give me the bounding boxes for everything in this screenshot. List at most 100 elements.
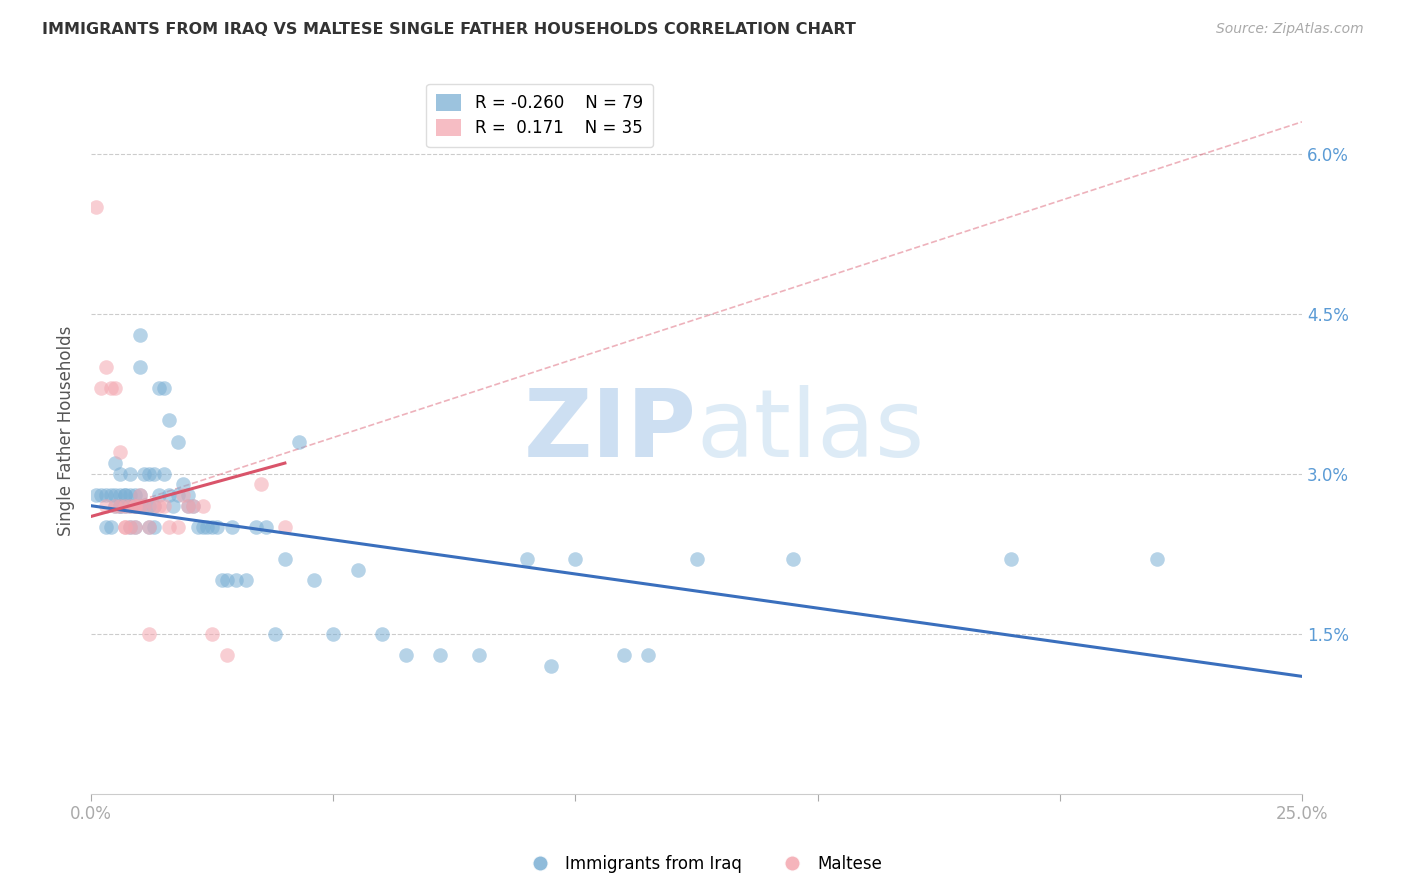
Point bbox=[128, 328, 150, 343]
Point bbox=[685, 552, 707, 566]
Point bbox=[134, 499, 156, 513]
Point bbox=[148, 381, 170, 395]
Point bbox=[104, 381, 127, 395]
Point bbox=[118, 467, 141, 481]
Point bbox=[1146, 552, 1168, 566]
Point bbox=[172, 488, 194, 502]
Point bbox=[134, 467, 156, 481]
Y-axis label: Single Father Households: Single Father Households bbox=[58, 326, 75, 536]
Point bbox=[235, 574, 257, 588]
Point bbox=[322, 626, 344, 640]
Point bbox=[215, 574, 238, 588]
Point bbox=[143, 499, 166, 513]
Point bbox=[138, 520, 160, 534]
Point bbox=[181, 499, 204, 513]
Point bbox=[124, 499, 146, 513]
Point bbox=[181, 499, 204, 513]
Point bbox=[124, 520, 146, 534]
Point bbox=[90, 381, 112, 395]
Point bbox=[124, 520, 146, 534]
Point bbox=[118, 499, 141, 513]
Point bbox=[94, 520, 117, 534]
Point bbox=[177, 499, 200, 513]
Point bbox=[114, 520, 136, 534]
Point bbox=[114, 499, 136, 513]
Point bbox=[134, 499, 156, 513]
Point bbox=[108, 488, 131, 502]
Point bbox=[128, 499, 150, 513]
Point bbox=[467, 648, 489, 662]
Point bbox=[138, 520, 160, 534]
Point bbox=[782, 552, 804, 566]
Point bbox=[157, 520, 180, 534]
Point bbox=[104, 488, 127, 502]
Point bbox=[613, 648, 636, 662]
Point bbox=[100, 381, 122, 395]
Legend: R = -0.260    N = 79, R =  0.171    N = 35: R = -0.260 N = 79, R = 0.171 N = 35 bbox=[426, 84, 652, 147]
Point bbox=[118, 499, 141, 513]
Point bbox=[1000, 552, 1022, 566]
Point bbox=[215, 648, 238, 662]
Point bbox=[124, 488, 146, 502]
Point bbox=[90, 488, 112, 502]
Text: Source: ZipAtlas.com: Source: ZipAtlas.com bbox=[1216, 22, 1364, 37]
Point bbox=[540, 658, 562, 673]
Point bbox=[108, 445, 131, 459]
Point bbox=[264, 626, 287, 640]
Point bbox=[84, 200, 107, 214]
Text: IMMIGRANTS FROM IRAQ VS MALTESE SINGLE FATHER HOUSEHOLDS CORRELATION CHART: IMMIGRANTS FROM IRAQ VS MALTESE SINGLE F… bbox=[42, 22, 856, 37]
Point bbox=[346, 563, 368, 577]
Point bbox=[201, 520, 224, 534]
Point bbox=[274, 552, 297, 566]
Point bbox=[114, 499, 136, 513]
Point bbox=[516, 552, 538, 566]
Point bbox=[564, 552, 586, 566]
Point bbox=[148, 488, 170, 502]
Point bbox=[108, 499, 131, 513]
Point bbox=[104, 499, 127, 513]
Point bbox=[288, 434, 311, 449]
Point bbox=[148, 499, 170, 513]
Point bbox=[118, 520, 141, 534]
Point bbox=[153, 467, 176, 481]
Point bbox=[114, 488, 136, 502]
Point bbox=[153, 499, 176, 513]
Point bbox=[138, 626, 160, 640]
Legend: Immigrants from Iraq, Maltese: Immigrants from Iraq, Maltese bbox=[517, 848, 889, 880]
Point bbox=[100, 488, 122, 502]
Point bbox=[143, 499, 166, 513]
Point bbox=[162, 499, 184, 513]
Point bbox=[94, 499, 117, 513]
Point bbox=[177, 499, 200, 513]
Point bbox=[153, 381, 176, 395]
Point bbox=[108, 499, 131, 513]
Point bbox=[124, 499, 146, 513]
Point bbox=[100, 520, 122, 534]
Point bbox=[254, 520, 277, 534]
Point bbox=[249, 477, 271, 491]
Point bbox=[167, 520, 190, 534]
Point bbox=[94, 360, 117, 375]
Point bbox=[84, 488, 107, 502]
Point bbox=[637, 648, 659, 662]
Point bbox=[187, 520, 209, 534]
Point bbox=[302, 574, 325, 588]
Text: ZIP: ZIP bbox=[523, 385, 696, 477]
Point bbox=[94, 488, 117, 502]
Point bbox=[157, 413, 180, 427]
Point bbox=[225, 574, 247, 588]
Point bbox=[274, 520, 297, 534]
Point bbox=[118, 520, 141, 534]
Point bbox=[245, 520, 267, 534]
Point bbox=[201, 626, 224, 640]
Point bbox=[167, 434, 190, 449]
Point bbox=[118, 488, 141, 502]
Point bbox=[128, 488, 150, 502]
Point bbox=[138, 467, 160, 481]
Point bbox=[191, 520, 214, 534]
Point bbox=[157, 488, 180, 502]
Point bbox=[177, 488, 200, 502]
Point bbox=[114, 520, 136, 534]
Point bbox=[172, 477, 194, 491]
Point bbox=[395, 648, 418, 662]
